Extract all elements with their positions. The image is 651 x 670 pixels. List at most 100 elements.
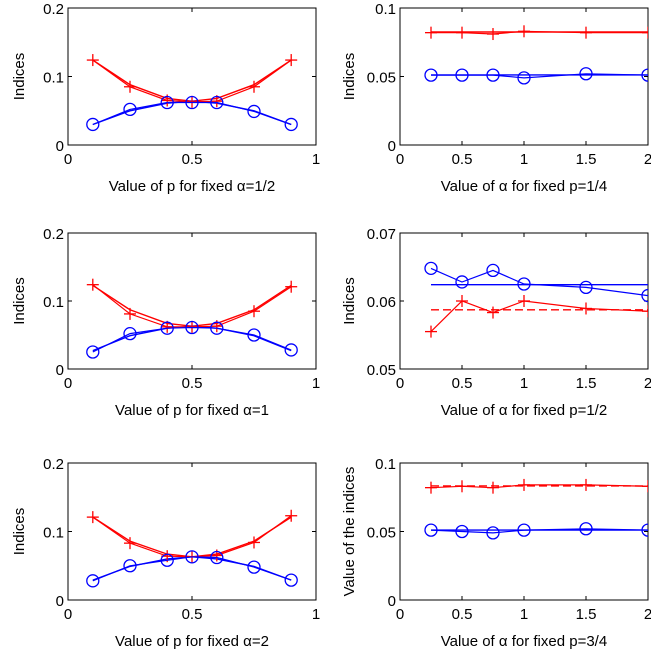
- data-point-plus: [248, 80, 260, 93]
- data-point-circle: [210, 550, 224, 565]
- y-tick-label: 0.1: [43, 70, 64, 87]
- data-point-plus: [186, 95, 198, 108]
- x-tick-label: 1: [520, 375, 528, 392]
- series-line-red: [430, 300, 648, 333]
- data-point-circle: [185, 95, 199, 110]
- data-point-circle: [86, 345, 100, 359]
- y-axis-label: Indices: [11, 508, 28, 556]
- data-point-circle: [86, 117, 100, 132]
- y-tick-label: 0: [56, 593, 64, 610]
- data-point-circle: [160, 95, 174, 110]
- data-point-circle: [424, 261, 438, 276]
- chart-panel-3: 0 0.5 1 0 0.1 0.2 Value of p for fixed α=1 Indi…: [11, 226, 320, 419]
- y-tick-label: 0.1: [43, 294, 64, 311]
- data-point-circle: [455, 524, 469, 539]
- data-point-circle: [86, 574, 100, 588]
- x-tick-label: 2: [644, 606, 651, 623]
- x-tick-label: 0.5: [182, 151, 203, 168]
- x-axis-label: Value of α for fixed p=1/2: [441, 402, 607, 419]
- data-point-plus: [487, 481, 499, 494]
- data-point-circle: [455, 275, 469, 289]
- data-point-plus: [518, 478, 530, 491]
- series-line-blue: [92, 326, 292, 353]
- data-point-circle: [424, 523, 438, 537]
- y-tick-label: 0: [56, 362, 64, 379]
- data-point-plus: [456, 26, 468, 39]
- plot-frame: [67, 232, 317, 370]
- series-line-blue: [431, 73, 648, 79]
- data-point-plus: [124, 80, 136, 93]
- x-tick-label: 1.5: [576, 151, 597, 168]
- data-point-plus: [580, 302, 592, 315]
- data-point-circle: [247, 560, 261, 574]
- data-point-plus: [642, 480, 648, 493]
- data-point-plus: [487, 306, 499, 319]
- data-point-circle: [123, 326, 137, 341]
- x-axis-label: Value of α for fixed p=3/4: [441, 633, 607, 650]
- x-tick-label: 1: [520, 151, 528, 168]
- y-axis-label: Indices: [341, 53, 358, 101]
- x-tick-label: 0.5: [182, 606, 203, 623]
- data-point-plus: [425, 26, 437, 39]
- y-tick-label: 0.07: [367, 226, 396, 243]
- x-tick-label: 0: [396, 151, 404, 168]
- plot-data: [424, 261, 648, 338]
- y-axis-label: Indices: [341, 277, 358, 325]
- x-axis-label: Value of p for fixed α=1: [115, 402, 269, 419]
- data-point-plus: [456, 480, 468, 493]
- data-point-plus: [642, 305, 648, 318]
- y-tick-label: 0.1: [43, 525, 64, 542]
- plot-data: [424, 478, 648, 540]
- x-tick-label: 0: [64, 151, 72, 168]
- chart-panel-2: 0 0.5 1 1.5 2 0 0.05 0.1 Value of α for fixed p=…: [341, 1, 651, 195]
- data-point-circle: [579, 280, 593, 295]
- data-point-circle: [123, 102, 137, 117]
- data-point-plus: [86, 278, 99, 291]
- data-point-circle: [486, 68, 500, 82]
- data-point-plus: [285, 509, 298, 522]
- data-point-circle: [424, 68, 438, 82]
- data-point-plus: [580, 478, 592, 491]
- data-point-plus: [86, 511, 99, 524]
- y-tick-label: 0.1: [375, 1, 396, 18]
- plot-data: [86, 278, 298, 359]
- series-line-blue: [430, 528, 648, 534]
- data-point-plus: [642, 26, 648, 39]
- series-line-blue: [92, 101, 292, 126]
- x-tick-label: 0.5: [452, 375, 473, 392]
- y-tick-label: 0: [56, 138, 64, 155]
- data-point-circle: [160, 553, 174, 567]
- data-point-circle: [284, 573, 298, 587]
- data-point-circle: [185, 550, 199, 564]
- y-tick-label: 0.05: [367, 70, 396, 87]
- x-tick-label: 0.5: [452, 606, 473, 623]
- x-tick-label: 0: [64, 606, 72, 623]
- data-point-plus: [248, 305, 260, 318]
- data-point-circle: [210, 95, 224, 110]
- data-point-circle: [210, 321, 224, 335]
- y-axis-label: Indices: [11, 53, 28, 101]
- data-point-plus: [487, 28, 499, 41]
- data-point-circle: [455, 68, 469, 82]
- data-point-plus: [124, 537, 136, 550]
- data-point-plus: [456, 295, 468, 307]
- plot-data: [86, 509, 298, 588]
- series-line-blue: [92, 556, 292, 582]
- y-tick-label: 0.05: [367, 362, 396, 379]
- y-axis-label: Indices: [11, 277, 28, 325]
- data-point-circle: [641, 68, 648, 82]
- data-point-circle: [123, 559, 137, 573]
- data-point-circle: [517, 523, 531, 537]
- data-point-plus: [248, 536, 260, 549]
- data-point-plus: [518, 25, 530, 38]
- data-point-circle: [247, 328, 261, 342]
- data-point-circle: [486, 263, 500, 278]
- chart-panel-6: 0 0.5 1 1.5 2 0 0.05 0.1 Value of α for fixed p=…: [341, 456, 651, 650]
- y-tick-label: 0.2: [43, 226, 64, 243]
- x-tick-label: 1: [520, 606, 528, 623]
- data-point-circle: [641, 523, 648, 537]
- data-point-circle: [641, 288, 648, 303]
- x-tick-label: 0: [64, 375, 72, 392]
- data-point-circle: [284, 117, 298, 132]
